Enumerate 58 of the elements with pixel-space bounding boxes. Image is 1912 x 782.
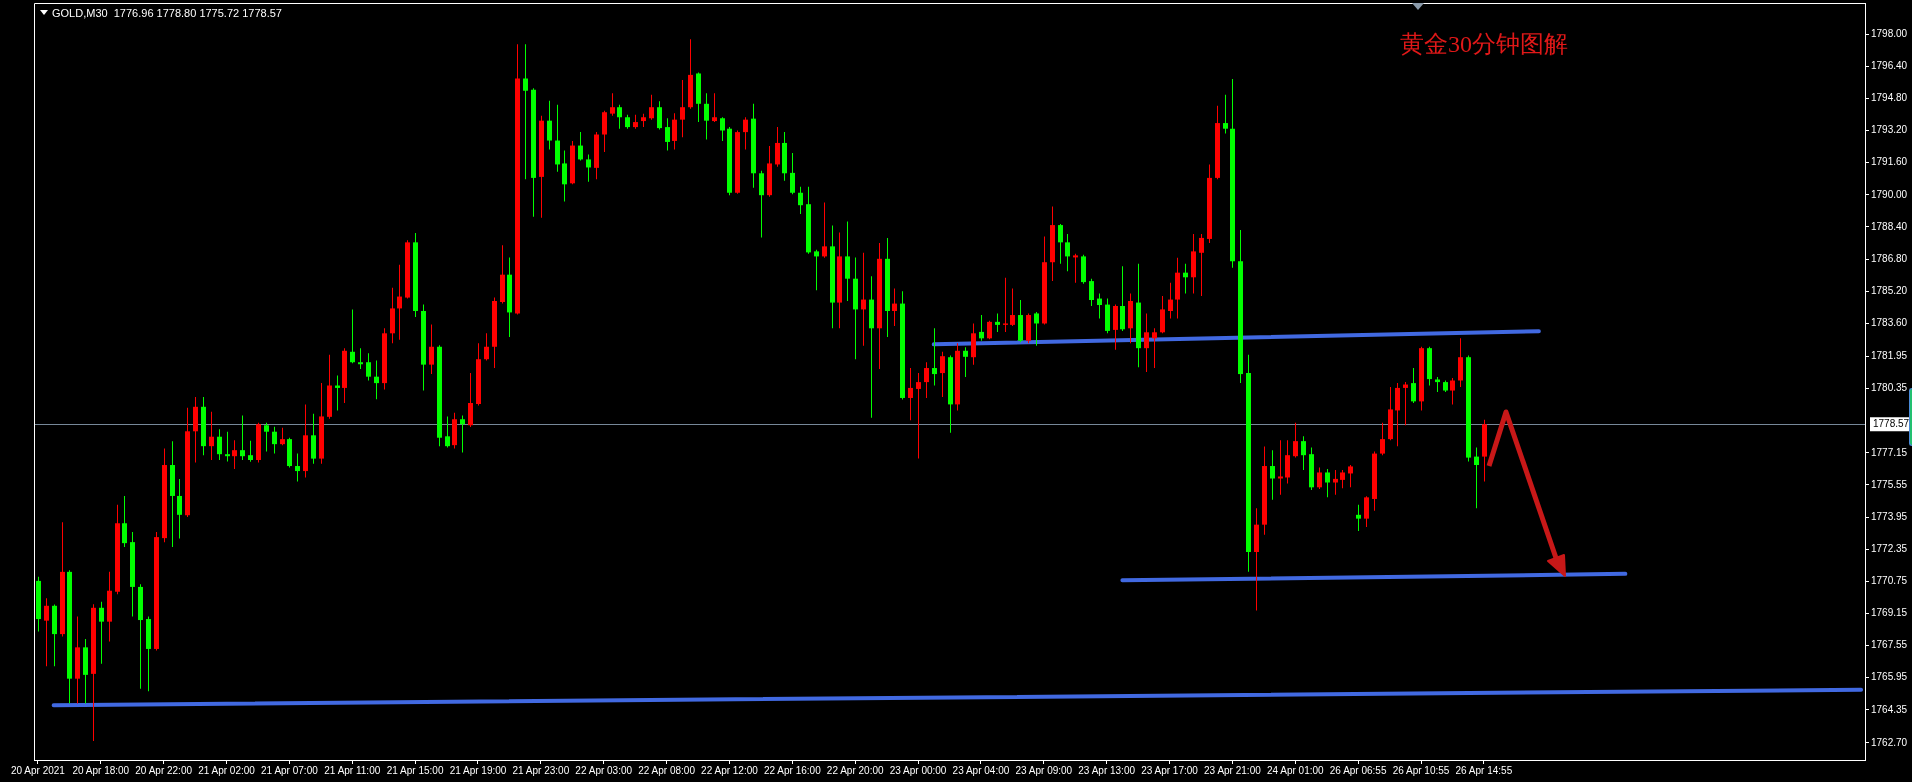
- x-tick-label: 23 Apr 04:00: [952, 764, 1010, 776]
- x-tick-label: 23 Apr 21:00: [1204, 764, 1262, 776]
- x-tick-label: 20 Apr 18:00: [72, 764, 130, 776]
- candlestick: [916, 373, 921, 459]
- y-tick-label: 1767.55: [1871, 639, 1908, 651]
- y-tick-label: 1788.40: [1871, 220, 1908, 232]
- x-tick-label: 21 Apr 15:00: [386, 764, 444, 776]
- y-tick-label: 1765.95: [1871, 671, 1908, 683]
- y-tick-label: 1786.80: [1871, 252, 1908, 264]
- y-tick-label: 1791.60: [1871, 156, 1908, 168]
- x-tick-label: 23 Apr 09:00: [1015, 764, 1073, 776]
- x-tick-label: 21 Apr 19:00: [449, 764, 507, 776]
- x-tick-label: 22 Apr 08:00: [638, 764, 696, 776]
- y-tick-label: 1798.00: [1871, 27, 1908, 39]
- x-tick-label: 20 Apr 22:00: [135, 764, 193, 776]
- y-tick-label: 1769.15: [1871, 607, 1908, 619]
- y-tick-label: 1783.60: [1871, 317, 1908, 329]
- x-tick-label: 21 Apr 23:00: [512, 764, 570, 776]
- x-tick-label: 23 Apr 00:00: [889, 764, 947, 776]
- y-tick-label: 1770.75: [1871, 575, 1908, 587]
- y-tick-label: 1794.80: [1871, 92, 1908, 104]
- candlestick: [523, 44, 528, 180]
- y-tick-label: 1762.70: [1871, 736, 1908, 748]
- x-tick-label: 26 Apr 14:55: [1455, 764, 1513, 776]
- y-tick-label: 1793.20: [1871, 124, 1908, 136]
- x-tick-label: 22 Apr 03:00: [575, 764, 633, 776]
- y-tick-label: 1785.20: [1871, 284, 1908, 296]
- y-tick-label: 1780.35: [1871, 382, 1908, 394]
- ref-line-label: 1778.57: [1873, 418, 1910, 430]
- x-tick-label: 21 Apr 07:00: [261, 764, 319, 776]
- text: 黄金30分钟图解: [1400, 30, 1568, 59]
- y-tick-label: 1790.00: [1871, 188, 1908, 200]
- x-tick-label: 22 Apr 12:00: [701, 764, 759, 776]
- x-tick-label: 23 Apr 13:00: [1078, 764, 1136, 776]
- x-tick-label: 26 Apr 06:55: [1329, 764, 1387, 776]
- candlestick: [1073, 253, 1078, 283]
- y-tick-label: 1764.35: [1871, 703, 1908, 715]
- y-tick-label: 1781.95: [1871, 350, 1908, 362]
- chart-subtitle: GOLD,M30 1776.96 1778.80 1775.72 1778.57: [52, 6, 282, 19]
- y-tick-label: 1777.15: [1871, 446, 1908, 458]
- x-tick-label: 22 Apr 20:00: [826, 764, 884, 776]
- x-tick-label: 20 Apr 2021: [10, 764, 66, 776]
- candlestick: [932, 328, 937, 386]
- x-tick-label: 21 Apr 02:00: [198, 764, 256, 776]
- x-tick-label: 22 Apr 16:00: [763, 764, 822, 776]
- x-tick-label: 21 Apr 11:00: [324, 764, 381, 776]
- y-tick-label: 1796.40: [1871, 60, 1908, 71]
- y-tick-label: 1772.35: [1871, 542, 1908, 554]
- candlestick: [1003, 277, 1008, 332]
- candlestick: [861, 252, 866, 346]
- x-tick-label: 26 Apr 10:55: [1392, 764, 1450, 776]
- candlestick: [358, 348, 363, 370]
- x-tick-label: 24 Apr 01:00: [1266, 764, 1325, 776]
- x-tick-label: 23 Apr 17:00: [1141, 764, 1199, 776]
- y-tick-label: 1773.95: [1871, 510, 1908, 522]
- candlestick: [1278, 440, 1283, 495]
- y-tick-label: 1775.55: [1871, 478, 1908, 490]
- candlestick: [225, 431, 230, 462]
